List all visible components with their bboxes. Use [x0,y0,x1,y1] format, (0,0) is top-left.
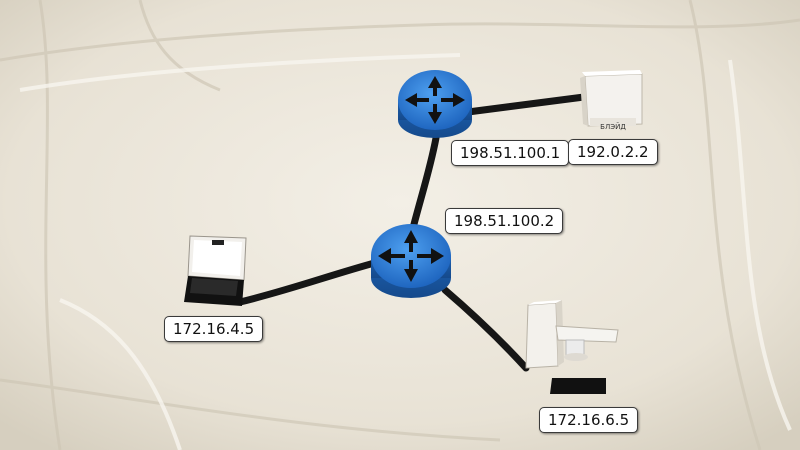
router-arrows-icon [405,76,465,124]
server-box: БЛЭЙД [580,70,643,131]
laptop-ip-label: 172.16.4.5 [164,316,264,342]
router-center [371,224,451,298]
router-top-ip-label: 198.51.100.1 [451,140,570,166]
cable-router-laptop [236,258,382,306]
router-center-ip-label: 198.51.100.2 [445,208,564,234]
server-box-text: БЛЭЙД [600,122,626,131]
cable-router-router [408,134,440,236]
cable-router-server [464,93,588,116]
laptop [184,235,247,306]
desktop-ip-label: 172.16.6.5 [539,407,639,433]
desktop-pc [525,300,619,394]
server-ip-label: 192.0.2.2 [568,139,658,165]
router-top [398,70,472,138]
cables [236,93,588,372]
cable-router-desktop [441,286,530,372]
router-arrows-icon [378,230,444,282]
